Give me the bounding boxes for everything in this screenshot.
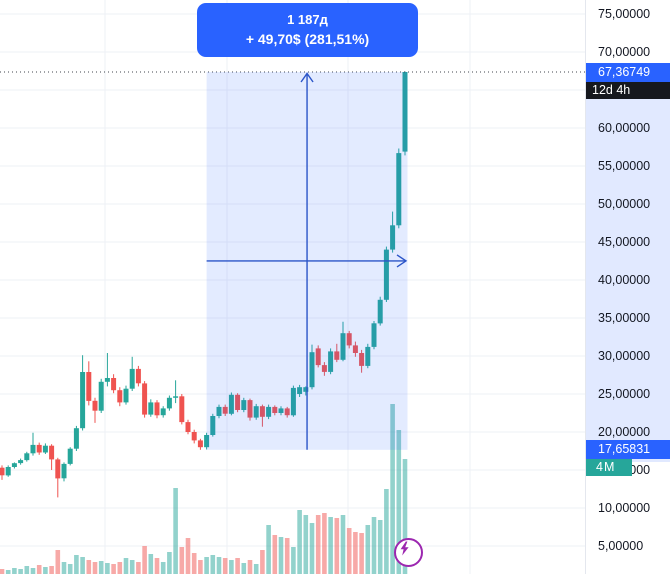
axis-price-label: 55,00000	[598, 159, 651, 173]
measure-start-price-badge: 17,65831	[586, 440, 670, 460]
measure-tool[interactable]	[206, 72, 408, 450]
chart-plot-area[interactable]: 1 187д + 49,70$ (281,51%)	[0, 0, 585, 574]
lightning-icon	[400, 541, 409, 556]
measure-axis-highlight	[586, 72, 670, 462]
axis-price-label: 45,00000	[598, 235, 651, 249]
volume-badge: 4M	[586, 459, 632, 477]
price-axis[interactable]: 75,0000070,0000065,0000060,0000055,00000…	[585, 0, 670, 574]
axis-price-label: 25,00000	[598, 387, 651, 401]
axis-price-label: 50,00000	[598, 197, 651, 211]
candles	[0, 71, 408, 498]
axis-price-label: 20,00000	[598, 425, 651, 439]
candlestick-chart[interactable]	[0, 0, 585, 574]
axis-price-label: 5,00000	[598, 539, 644, 553]
volume-bars	[0, 404, 408, 574]
current-price-badge: 67,36749	[586, 62, 670, 82]
measure-duration-label: 1 187д	[287, 12, 328, 27]
axis-price-label: 75,00000	[598, 7, 651, 21]
grid-lines	[0, 0, 585, 574]
axis-price-label: 40,00000	[598, 273, 651, 287]
axis-price-label: 35,00000	[598, 311, 651, 325]
axis-price-label: 70,00000	[598, 45, 651, 59]
measure-change-label: + 49,70$ (281,51%)	[245, 31, 370, 47]
axis-price-label: 60,00000	[598, 121, 651, 135]
quick-trade-button[interactable]	[394, 538, 423, 567]
axis-price-label: 10,00000	[598, 501, 651, 515]
measure-tooltip: 1 187д + 49,70$ (281,51%)	[197, 3, 418, 57]
bar-countdown-badge: 12d 4h	[586, 81, 670, 99]
axis-price-label: 30,00000	[598, 349, 651, 363]
